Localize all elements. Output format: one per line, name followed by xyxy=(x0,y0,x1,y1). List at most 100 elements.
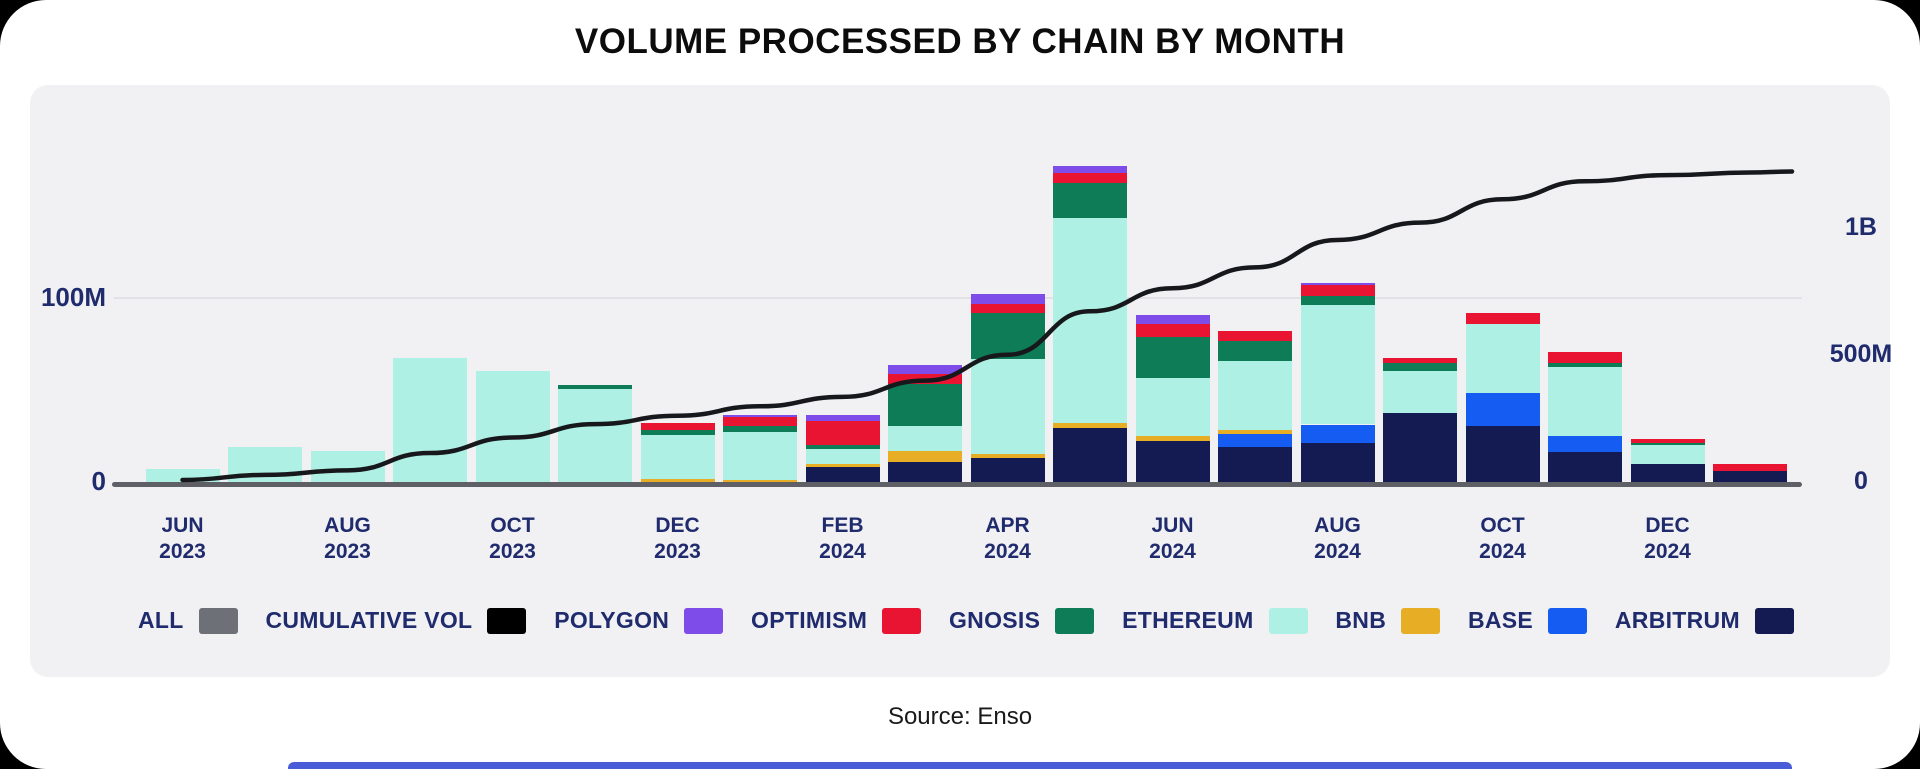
segment-polygon[interactable] xyxy=(1300,283,1375,285)
segment-bnb[interactable] xyxy=(1135,435,1210,442)
segment-ethereum[interactable] xyxy=(558,389,632,484)
bar-nov-2024[interactable] xyxy=(1548,351,1622,484)
bar-sep-2023[interactable] xyxy=(393,357,467,484)
bar-apr-2024[interactable] xyxy=(970,294,1045,484)
segment-ethereum[interactable] xyxy=(970,359,1045,455)
legend-item-all[interactable]: ALL xyxy=(138,607,238,634)
segment-polygon[interactable] xyxy=(723,415,797,418)
segment-ethereum[interactable] xyxy=(310,450,385,484)
segment-ethereum[interactable] xyxy=(1053,218,1127,423)
segment-ethereum[interactable] xyxy=(640,434,715,480)
bar-dec-2023[interactable] xyxy=(640,422,715,484)
legend-item-polygon[interactable]: POLYGON xyxy=(554,607,724,634)
segment-arbitrum[interactable] xyxy=(1465,426,1540,484)
segment-ethereum[interactable] xyxy=(1135,377,1210,436)
segment-arbitrum[interactable] xyxy=(1135,441,1210,484)
segment-gnosis[interactable] xyxy=(1135,337,1210,378)
segment-gnosis[interactable] xyxy=(805,444,880,449)
segment-bnb[interactable] xyxy=(1053,422,1127,429)
segment-gnosis[interactable] xyxy=(970,312,1045,360)
segment-optimism[interactable] xyxy=(1135,324,1210,338)
legend-item-bnb[interactable]: BNB xyxy=(1335,607,1441,634)
segment-optimism[interactable] xyxy=(1630,439,1705,444)
segment-arbitrum[interactable] xyxy=(970,457,1045,484)
bar-sep-2024[interactable] xyxy=(1383,357,1457,484)
segment-gnosis[interactable] xyxy=(1383,363,1457,371)
segment-gnosis[interactable] xyxy=(888,383,962,427)
bar-jan-2024[interactable] xyxy=(723,415,797,484)
segment-ethereum[interactable] xyxy=(475,370,550,484)
segment-ethereum[interactable] xyxy=(1630,444,1705,464)
segment-gnosis[interactable] xyxy=(1630,443,1705,445)
segment-ethereum[interactable] xyxy=(1218,361,1292,431)
segment-gnosis[interactable] xyxy=(723,426,797,432)
segment-optimism[interactable] xyxy=(1383,357,1457,364)
segment-ethereum[interactable] xyxy=(1548,366,1622,436)
segment-ethereum[interactable] xyxy=(805,448,880,464)
segment-polygon[interactable] xyxy=(1135,314,1210,325)
legend-item-ethereum[interactable]: ETHEREUM xyxy=(1122,607,1308,634)
segment-gnosis[interactable] xyxy=(1548,363,1622,367)
bar-feb-2024[interactable] xyxy=(805,415,880,484)
bar-jul-2023[interactable] xyxy=(228,446,302,484)
segment-optimism[interactable] xyxy=(1713,464,1787,471)
bar-jul-2024[interactable] xyxy=(1218,331,1292,484)
segment-bnb[interactable] xyxy=(970,454,1045,458)
segment-ethereum[interactable] xyxy=(723,431,797,481)
segment-ethereum[interactable] xyxy=(1383,370,1457,414)
segment-gnosis[interactable] xyxy=(640,430,715,435)
segment-optimism[interactable] xyxy=(888,374,962,384)
segment-arbitrum[interactable] xyxy=(888,461,962,484)
segment-gnosis[interactable] xyxy=(1218,340,1292,362)
segment-arbitrum[interactable] xyxy=(1383,413,1457,484)
legend-item-base[interactable]: BASE xyxy=(1468,607,1588,634)
segment-optimism[interactable] xyxy=(1300,284,1375,297)
x-tick-aug-2024: AUG 2024 xyxy=(1314,514,1361,563)
segment-base[interactable] xyxy=(1218,433,1292,447)
segment-optimism[interactable] xyxy=(1218,331,1292,341)
segment-gnosis[interactable] xyxy=(1053,182,1127,219)
segment-optimism[interactable] xyxy=(1548,351,1622,364)
segment-bnb[interactable] xyxy=(888,450,962,462)
segment-polygon[interactable] xyxy=(1053,165,1127,174)
segment-bnb[interactable] xyxy=(805,463,880,468)
bar-oct-2023[interactable] xyxy=(475,370,550,484)
segment-optimism[interactable] xyxy=(1053,173,1127,183)
segment-bnb[interactable] xyxy=(1218,430,1292,434)
segment-arbitrum[interactable] xyxy=(1548,452,1622,484)
segment-base[interactable] xyxy=(1300,424,1375,444)
legend-item-cumulative-vol[interactable]: CUMULATIVE VOL xyxy=(265,607,527,634)
segment-ethereum[interactable] xyxy=(393,357,467,484)
legend-item-gnosis[interactable]: GNOSIS xyxy=(949,607,1095,634)
segment-gnosis[interactable] xyxy=(558,385,632,390)
bar-jun-2024[interactable] xyxy=(1135,314,1210,484)
segment-arbitrum[interactable] xyxy=(1630,463,1705,484)
segment-arbitrum[interactable] xyxy=(1300,443,1375,484)
segment-arbitrum[interactable] xyxy=(1218,446,1292,484)
segment-polygon[interactable] xyxy=(888,364,962,375)
segment-ethereum[interactable] xyxy=(888,426,962,451)
bar-nov-2023[interactable] xyxy=(558,385,632,484)
segment-base[interactable] xyxy=(1465,392,1540,427)
segment-ethereum[interactable] xyxy=(1465,324,1540,393)
segment-gnosis[interactable] xyxy=(1300,296,1375,306)
bar-mar-2024[interactable] xyxy=(888,364,962,484)
legend-item-arbitrum[interactable]: ARBITRUM xyxy=(1615,607,1794,634)
bar-aug-2023[interactable] xyxy=(310,450,385,484)
segment-polygon[interactable] xyxy=(970,294,1045,304)
bar-oct-2024[interactable] xyxy=(1465,312,1540,484)
legend-item-optimism[interactable]: OPTIMISM xyxy=(751,607,922,634)
segment-polygon[interactable] xyxy=(805,415,880,421)
segment-arbitrum[interactable] xyxy=(1053,428,1127,484)
segment-base[interactable] xyxy=(1548,435,1622,453)
segment-optimism[interactable] xyxy=(1465,312,1540,325)
bar-dec-2024[interactable] xyxy=(1630,439,1705,484)
bar-may-2024[interactable] xyxy=(1053,165,1127,484)
segment-optimism[interactable] xyxy=(640,422,715,431)
bar-aug-2024[interactable] xyxy=(1300,283,1375,484)
segment-optimism[interactable] xyxy=(723,417,797,427)
segment-ethereum[interactable] xyxy=(228,446,302,484)
segment-ethereum[interactable] xyxy=(1300,305,1375,425)
segment-optimism[interactable] xyxy=(970,303,1045,313)
segment-optimism[interactable] xyxy=(805,420,880,445)
